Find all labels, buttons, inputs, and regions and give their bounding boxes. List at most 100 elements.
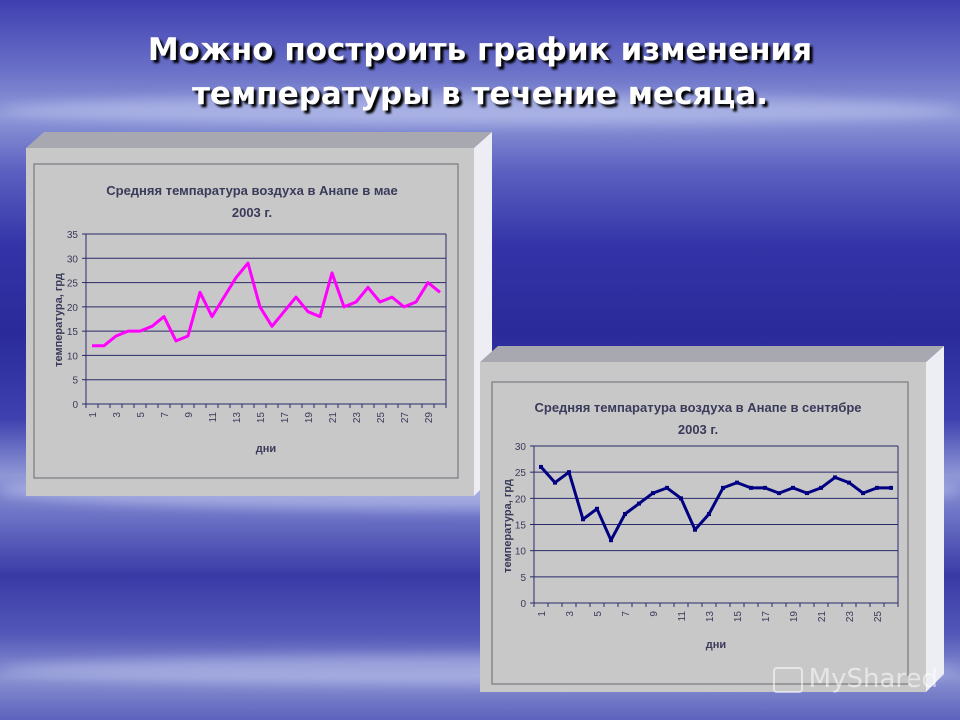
x-tick-label: 25 — [873, 611, 884, 623]
panel-top-bevel — [480, 346, 944, 362]
y-tick-label: 10 — [515, 547, 527, 558]
x-tick-label: 11 — [677, 611, 688, 622]
data-point — [595, 506, 599, 511]
x-tick-label: 9 — [649, 611, 660, 617]
data-point — [791, 485, 795, 490]
x-tick-label: 25 — [376, 412, 387, 424]
data-point — [623, 512, 627, 517]
x-tick-label: 11 — [208, 412, 219, 423]
chart-xlabel: дни — [256, 443, 276, 455]
slide-title: Можно построить график изменения темпера… — [0, 28, 960, 116]
x-tick-label: 9 — [184, 412, 195, 418]
data-point — [707, 512, 711, 517]
y-tick-label: 25 — [67, 279, 79, 290]
y-tick-label: 30 — [67, 254, 79, 265]
plot-frame — [33, 163, 459, 479]
may-chart-svg: Средняя темпаратура воздуха в Анапе в ма… — [26, 132, 492, 496]
data-point — [651, 491, 655, 496]
series-line — [539, 465, 891, 542]
data-point — [665, 485, 669, 490]
x-tick-label: 15 — [256, 412, 267, 424]
y-tick-label: 5 — [520, 573, 526, 584]
chart-x-ticks: 1 3 5 7 9 11 13 15 17 19 21 23 25 — [533, 603, 899, 623]
data-point — [553, 480, 557, 485]
x-tick-label: 27 — [400, 412, 411, 424]
x-tick-label: 13 — [705, 611, 716, 623]
data-point — [637, 501, 641, 506]
chart-grid — [85, 233, 447, 405]
panel-top-bevel — [26, 132, 492, 148]
y-tick-label: 15 — [515, 521, 527, 532]
chart-title-line2: 2003 г. — [678, 422, 718, 437]
september-chart-panel: Средняя темпаратура воздуха в Анапе в се… — [478, 344, 944, 694]
y-tick-label: 15 — [67, 327, 79, 338]
x-tick-label: 21 — [328, 412, 339, 424]
chart-series — [92, 261, 441, 348]
y-tick-label: 35 — [67, 230, 79, 241]
slide-title-line1: Можно построить график изменения — [147, 32, 813, 68]
x-tick-label: 3 — [112, 412, 123, 418]
data-point — [609, 538, 613, 543]
y-tick-label: 0 — [72, 400, 78, 411]
y-tick-label: 5 — [72, 376, 78, 387]
chart-ylabel: температура, грд — [53, 273, 65, 367]
y-tick-label: 25 — [515, 468, 527, 479]
x-tick-label: 19 — [304, 412, 315, 424]
data-point — [875, 485, 879, 490]
slide-title-line2: температуры в течение месяца. — [191, 76, 769, 112]
y-tick-label: 20 — [67, 303, 79, 314]
chart-series — [539, 464, 893, 543]
plot-frame — [491, 381, 909, 685]
panel-face — [480, 362, 926, 692]
data-point — [539, 464, 543, 469]
data-point — [861, 491, 865, 496]
data-point — [805, 491, 809, 496]
data-point — [567, 470, 571, 475]
panel-face — [26, 148, 474, 496]
x-tick-label: 5 — [593, 611, 604, 617]
data-point — [819, 485, 823, 490]
x-tick-label: 1 — [537, 611, 548, 617]
data-point — [749, 485, 753, 490]
y-tick-label: 10 — [67, 351, 79, 362]
chart-title-line1: Средняя темпаратура воздуха в Анапе в се… — [534, 400, 861, 415]
x-tick-label: 19 — [789, 611, 800, 623]
x-tick-label: 21 — [817, 611, 828, 623]
x-tick-label: 17 — [761, 611, 772, 623]
series-line — [92, 261, 441, 348]
chart-title-line1: Средняя темпаратура воздуха в Анапе в ма… — [106, 183, 397, 198]
chart-x-ticks: 1 3 5 7 9 11 13 15 17 19 21 23 25 27 29 — [85, 404, 447, 424]
data-point — [721, 485, 725, 490]
data-point — [735, 480, 739, 485]
chart-xlabel: дни — [706, 639, 726, 651]
x-tick-label: 5 — [136, 412, 147, 418]
chart-title-line2: 2003 г. — [232, 205, 272, 220]
x-tick-label: 7 — [160, 412, 171, 418]
y-tick-label: 20 — [515, 494, 527, 505]
data-point — [679, 496, 683, 501]
x-tick-label: 15 — [733, 611, 744, 623]
x-tick-label: 13 — [232, 412, 243, 424]
x-tick-label: 23 — [845, 611, 856, 623]
watermark: MyShared — [772, 664, 938, 694]
chart-y-ticks: 0 5 10 15 20 25 30 — [515, 442, 534, 610]
may-chart-panel: Средняя темпаратура воздуха в Анапе в ма… — [26, 132, 492, 496]
data-point — [777, 491, 781, 496]
y-tick-label: 0 — [520, 599, 526, 610]
data-point — [763, 485, 767, 490]
watermark-logo-icon — [772, 666, 803, 693]
x-tick-label: 3 — [565, 611, 576, 617]
data-point — [847, 480, 851, 485]
panel-side-bevel — [926, 346, 944, 692]
x-tick-label: 23 — [352, 412, 363, 424]
watermark-text: MyShared — [808, 664, 938, 694]
chart-y-ticks: 0 5 10 15 20 25 30 35 — [67, 230, 86, 411]
data-point — [833, 475, 837, 480]
data-point — [889, 485, 893, 490]
x-tick-label: 7 — [621, 611, 632, 617]
y-tick-label: 30 — [515, 442, 527, 453]
chart-ylabel: температура, грд — [502, 479, 514, 573]
data-point — [693, 527, 697, 532]
september-chart-svg: Средняя темпаратура воздуха в Анапе в се… — [480, 346, 944, 692]
x-tick-label: 1 — [88, 412, 99, 418]
